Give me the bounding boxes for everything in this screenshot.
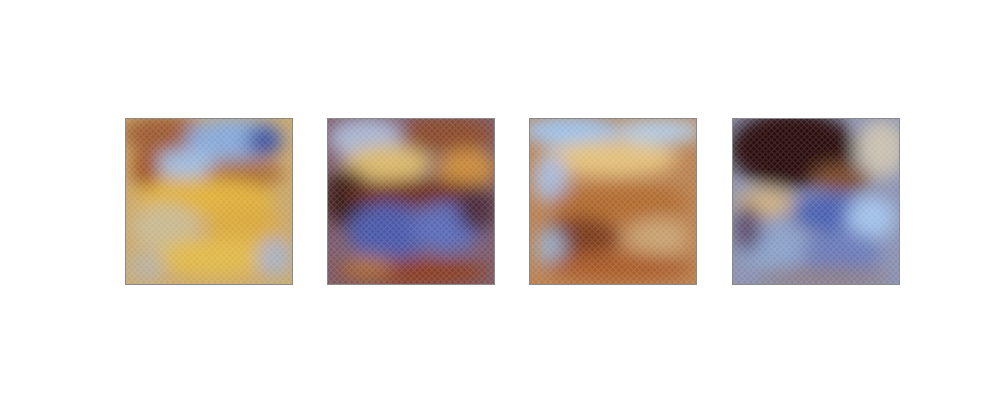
generated-image-1 (125, 118, 293, 285)
generated-image-2 (327, 118, 495, 285)
generated-image-3 (529, 118, 697, 285)
generated-image-3-canvas (530, 119, 696, 284)
generated-image-4-canvas (733, 119, 899, 284)
generated-image-4 (732, 118, 900, 285)
generated-image-1-canvas (126, 119, 292, 284)
generated-image-2-canvas (328, 119, 494, 284)
